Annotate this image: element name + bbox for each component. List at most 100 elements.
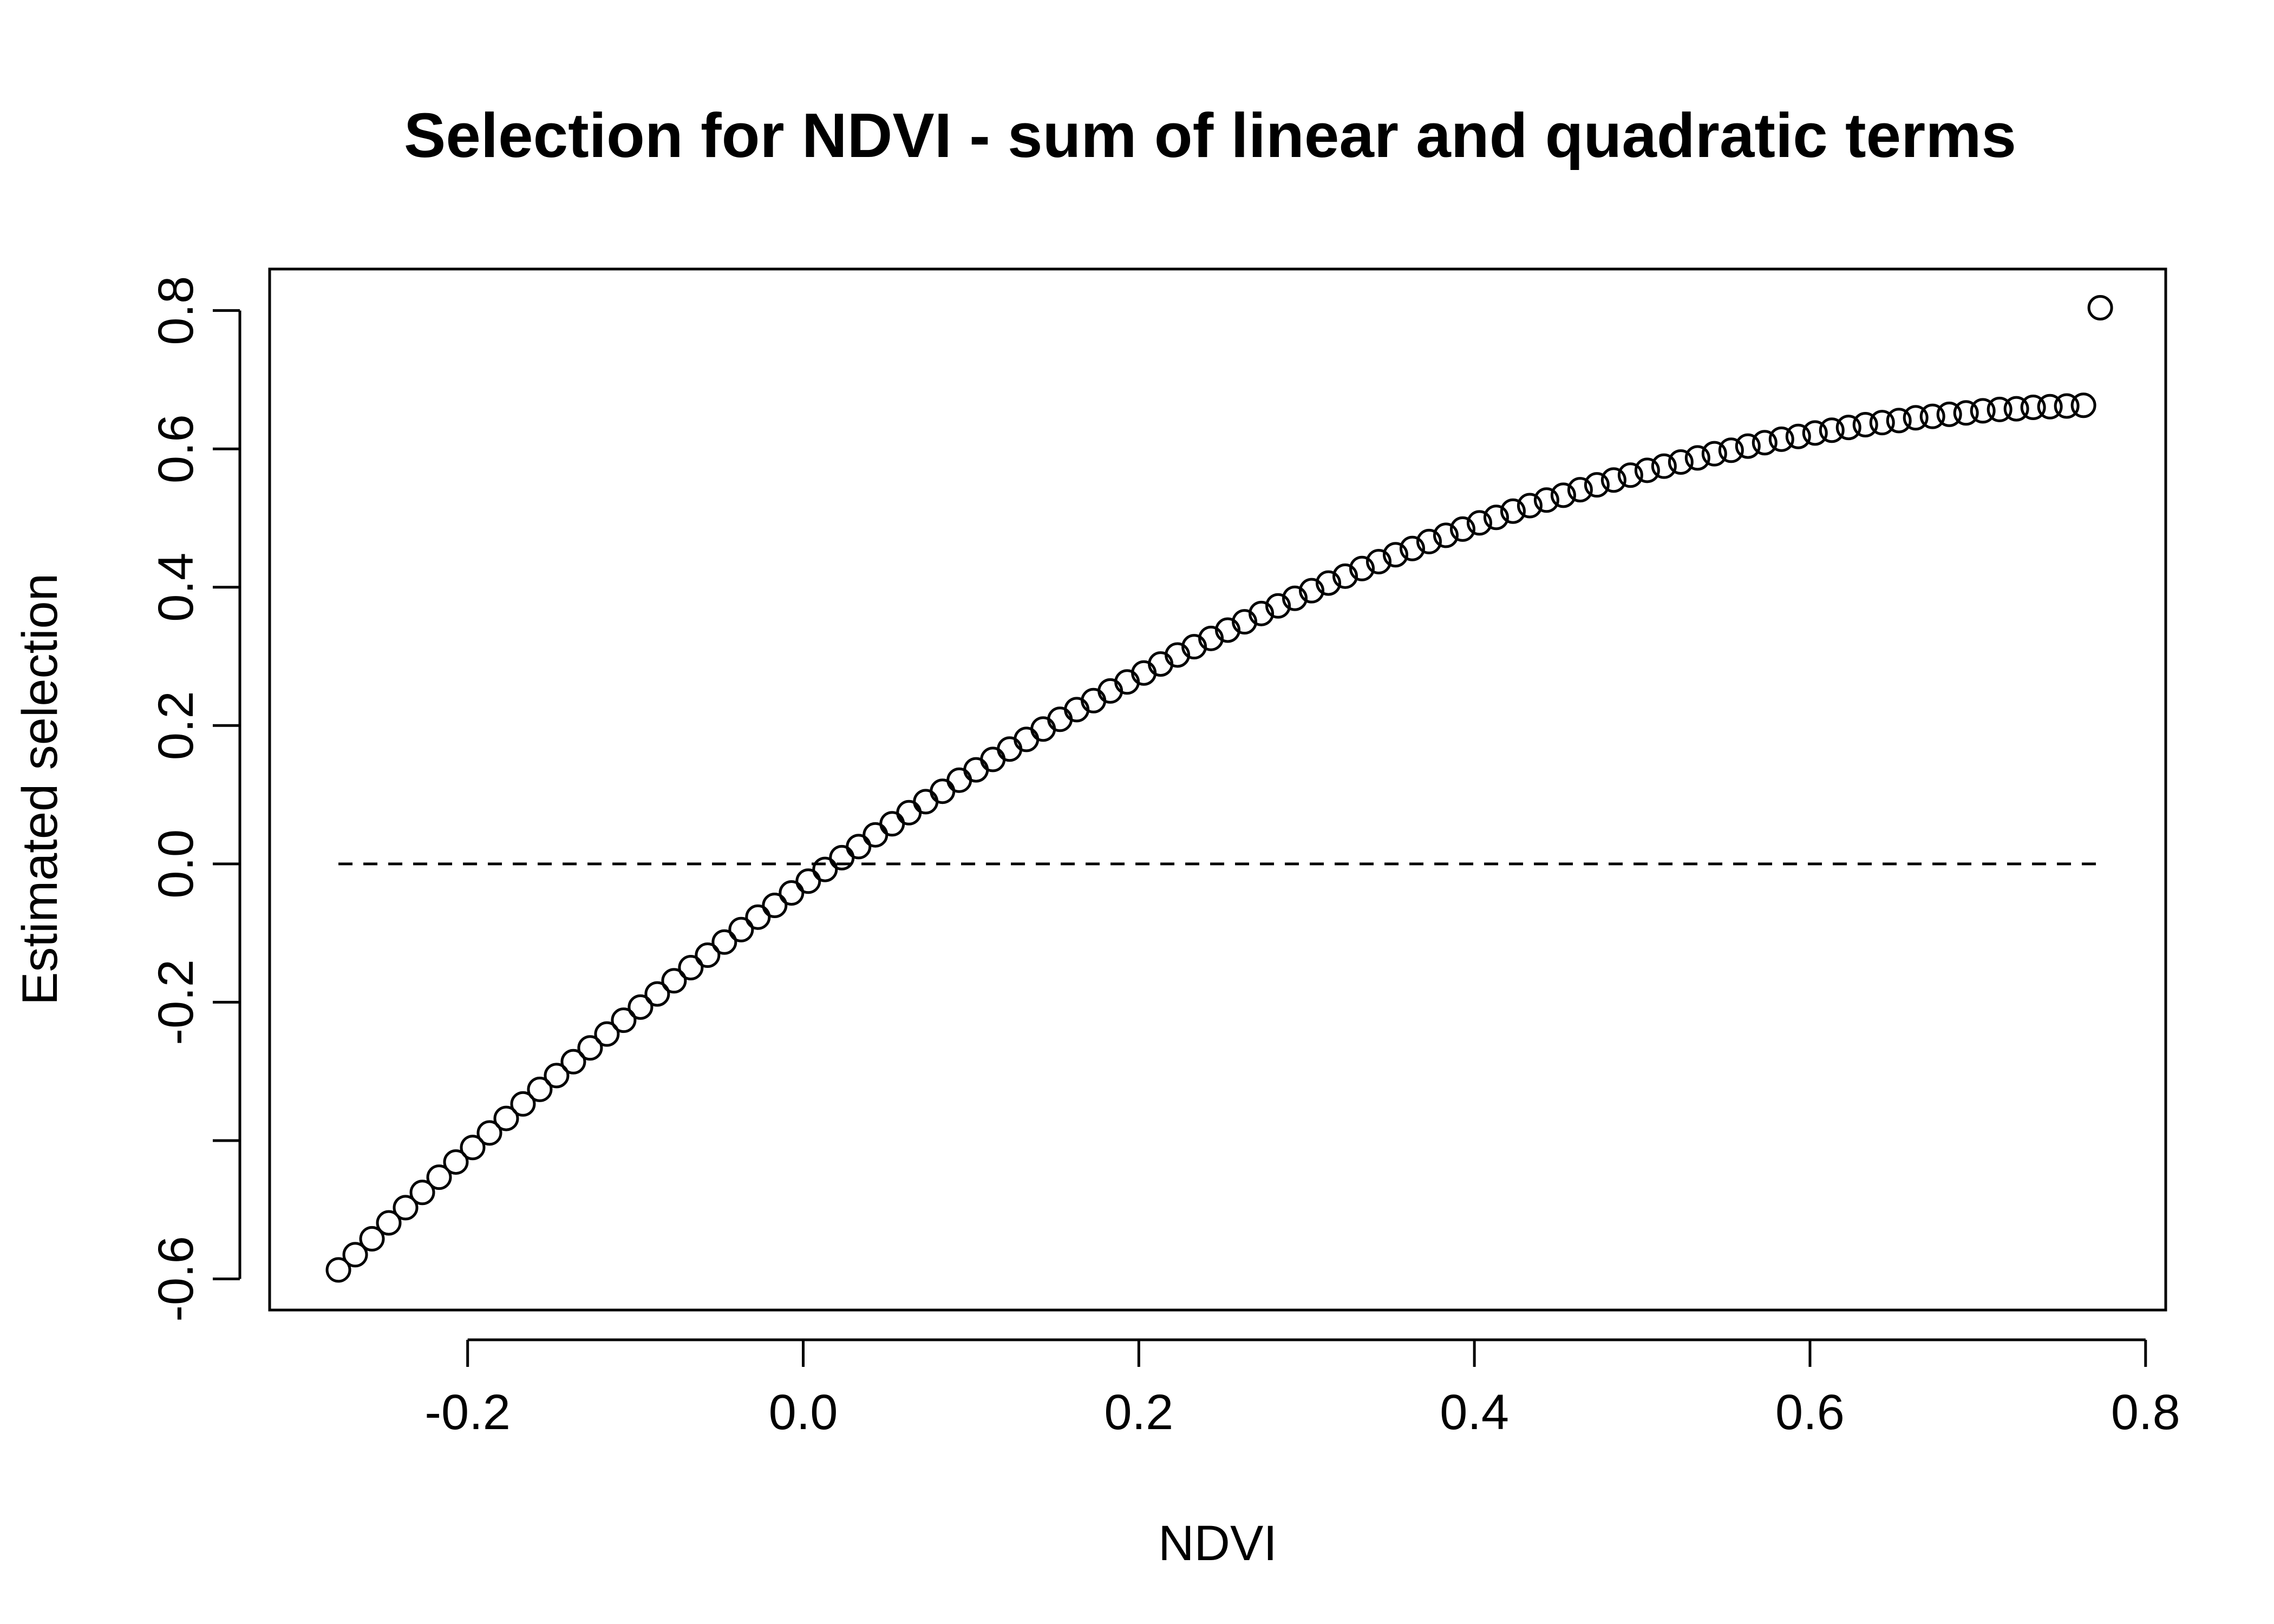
data-point — [1567, 477, 1593, 503]
data-point — [1651, 453, 1677, 479]
data-point — [426, 1164, 452, 1190]
data-point — [1970, 398, 1996, 424]
data-point — [1919, 403, 1945, 429]
x-tick-label: 0.0 — [769, 1385, 838, 1440]
data-point — [661, 968, 687, 994]
data-point — [1517, 493, 1543, 519]
data-point — [1953, 400, 1979, 426]
data-point — [1349, 555, 1375, 581]
data-point — [510, 1091, 536, 1117]
data-point — [460, 1135, 486, 1161]
data-point — [2003, 396, 2029, 422]
data-point — [1768, 426, 1794, 452]
data-point — [779, 880, 805, 906]
x-tick-label: -0.2 — [424, 1385, 511, 1440]
data-point — [1433, 522, 1459, 548]
y-tick-label: 0.0 — [148, 829, 204, 899]
data-point — [1533, 487, 1559, 513]
data-point — [1987, 396, 2012, 422]
data-point — [1483, 505, 1509, 531]
data-point — [1047, 706, 1073, 732]
x-tick-label: 0.6 — [1775, 1385, 1845, 1440]
data-point — [879, 811, 905, 837]
y-tick-label: -0.2 — [148, 959, 204, 1045]
data-point — [2087, 295, 2113, 321]
data-point — [1718, 437, 1744, 463]
data-point — [1165, 642, 1191, 668]
data-point — [930, 778, 956, 804]
data-point — [1802, 420, 1828, 446]
data-point — [1634, 457, 1660, 483]
data-point — [644, 981, 670, 1007]
data-point — [1584, 472, 1610, 498]
data-point — [560, 1049, 586, 1075]
data-point — [1852, 411, 1878, 437]
y-tick-label: 0.4 — [148, 553, 204, 622]
data-point — [1735, 433, 1761, 459]
data-point — [409, 1180, 435, 1206]
y-tick-label: 0.8 — [148, 276, 204, 345]
data-points — [325, 295, 2113, 1283]
data-point — [1198, 625, 1224, 651]
data-point — [1383, 542, 1409, 568]
data-point — [1550, 482, 1576, 508]
data-point — [795, 868, 821, 894]
data-point — [476, 1120, 502, 1146]
data-point — [544, 1063, 570, 1089]
data-point — [1701, 441, 1727, 467]
data-point — [527, 1076, 553, 1102]
data-point — [2070, 392, 2096, 418]
data-point — [1282, 585, 1308, 611]
data-point — [1752, 430, 1778, 456]
y-axis: -0.6 -0.2 0.0 0.2 0.4 0.6 0.8 — [148, 276, 241, 1322]
x-axis: -0.2 0.0 0.2 0.4 0.6 0.8 — [424, 1338, 2180, 1440]
data-point — [1903, 405, 1929, 431]
x-tick-label: 0.8 — [2111, 1385, 2180, 1440]
data-point — [1030, 716, 1056, 742]
data-point — [695, 942, 721, 968]
data-point — [862, 822, 888, 848]
data-point — [1869, 410, 1895, 436]
data-point — [1399, 535, 1425, 561]
y-tick-label: -0.6 — [148, 1236, 204, 1322]
data-point — [728, 916, 754, 942]
data-point — [812, 856, 838, 882]
data-point — [1416, 528, 1442, 554]
data-point — [1215, 617, 1241, 643]
data-point — [997, 736, 1023, 762]
data-point — [443, 1149, 469, 1175]
data-point — [1684, 445, 1710, 471]
data-point — [1249, 600, 1275, 626]
data-point — [376, 1210, 402, 1236]
data-point — [594, 1021, 620, 1047]
data-point — [1332, 563, 1358, 589]
data-point — [611, 1007, 637, 1033]
data-point — [711, 929, 737, 955]
x-axis-label: NDVI — [1158, 1516, 1277, 1571]
data-point — [1014, 726, 1040, 752]
data-point — [1617, 462, 1643, 488]
chart-title: Selection for NDVI - sum of linear and q… — [404, 100, 2016, 171]
data-point — [2020, 395, 2046, 421]
data-point — [1181, 634, 1207, 660]
data-point — [913, 789, 939, 815]
data-point — [325, 1257, 351, 1283]
data-point — [1299, 578, 1325, 604]
data-point — [393, 1195, 419, 1221]
data-point — [1668, 449, 1694, 475]
data-point — [1500, 498, 1526, 524]
plot-frame — [268, 267, 2167, 1312]
data-point — [1819, 417, 1845, 443]
data-point — [628, 994, 654, 1020]
data-point — [963, 757, 989, 783]
data-point — [762, 893, 788, 919]
data-point — [896, 800, 922, 826]
data-point — [2054, 393, 2080, 419]
data-point — [1265, 593, 1291, 619]
data-point — [1936, 401, 1962, 427]
y-tick-label: 0.6 — [148, 414, 204, 483]
data-point — [1785, 423, 1811, 449]
data-point — [342, 1242, 368, 1268]
data-point — [1835, 415, 1861, 441]
